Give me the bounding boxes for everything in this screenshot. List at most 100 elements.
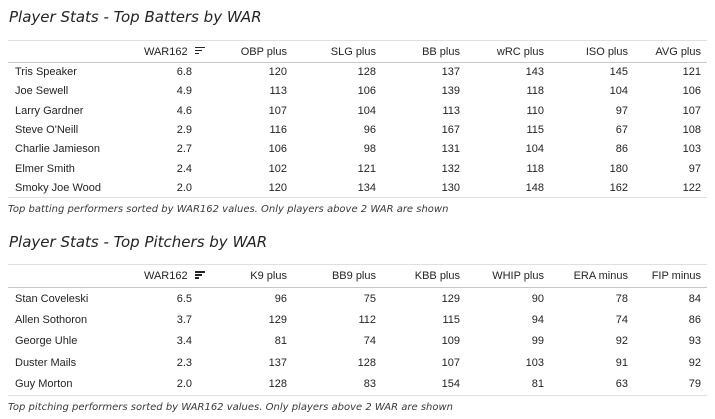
header-obp-plus[interactable]: OBP plus <box>204 40 293 63</box>
sort-descending-icon[interactable] <box>194 271 205 279</box>
header-name-column[interactable] <box>8 264 115 288</box>
header-era-minus[interactable]: ERA minus <box>550 264 634 288</box>
table-row[interactable]: Stan Coveleski 6.5 96 75 129 90 78 84 <box>8 288 707 310</box>
table-row[interactable]: Guy Morton 2.0 128 83 154 81 63 79 <box>8 373 707 396</box>
stat-cell: 97 <box>688 162 701 175</box>
stat-cell: 106 <box>268 143 287 156</box>
stat-cell: 6.5 <box>176 292 192 305</box>
stat-cell: 154 <box>382 373 466 396</box>
stat-cell: 2.9 <box>176 124 192 137</box>
stat-cell: 96 <box>363 124 376 137</box>
stat-cell: 122 <box>634 178 707 199</box>
header-wrc-plus[interactable]: wRC plus <box>466 40 550 63</box>
header-k9-plus[interactable]: K9 plus <box>204 264 293 288</box>
stat-cell: 4.9 <box>176 85 192 98</box>
stat-cell: 108 <box>682 124 701 137</box>
header-iso-plus[interactable]: ISO plus <box>550 40 634 63</box>
stat-cell: 86 <box>615 143 628 156</box>
stat-cell: 104 <box>609 85 628 98</box>
stat-cell: 106 <box>357 85 376 98</box>
stat-cell: 128 <box>357 356 376 369</box>
stat-cell: 74 <box>615 313 628 326</box>
stat-cell: 162 <box>550 178 634 199</box>
header-bb9-plus[interactable]: BB9 plus <box>293 264 382 288</box>
header-war162[interactable]: WAR162 <box>115 264 205 288</box>
stat-cell: 167 <box>441 124 460 137</box>
header-avg-plus[interactable]: AVG plus <box>634 40 707 63</box>
header-label: WAR162 <box>144 270 188 282</box>
stat-cell: 131 <box>441 143 460 156</box>
header-war162[interactable]: WAR162 <box>115 40 205 63</box>
stat-cell: 97 <box>615 104 628 117</box>
table-row[interactable]: Elmer Smith 2.4 102 121 132 118 180 97 <box>8 159 707 178</box>
stat-cell: 2.0 <box>115 178 204 199</box>
header-bb-plus[interactable]: BB plus <box>382 40 466 63</box>
stat-cell: 145 <box>609 66 628 79</box>
stat-cell: 115 <box>442 313 460 326</box>
table-row[interactable]: Duster Mails 2.3 137 128 107 103 91 92 <box>8 352 707 374</box>
stat-cell: 113 <box>442 104 460 117</box>
stat-cell: 6.8 <box>176 66 192 79</box>
table-row[interactable]: Steve O'Neill 2.9 116 96 167 115 67 108 <box>8 120 707 139</box>
stat-cell: 74 <box>363 335 376 348</box>
table-row[interactable]: Smoky Joe Wood 2.0 120 134 130 148 162 122 <box>8 178 707 199</box>
player-name: Tris Speaker <box>15 66 77 79</box>
header-whip-plus[interactable]: WHIP plus <box>466 264 550 288</box>
header-kbb-plus[interactable]: KBB plus <box>382 264 466 288</box>
stat-cell: 79 <box>634 373 707 396</box>
stat-cell: 84 <box>688 292 701 305</box>
stat-cell: 103 <box>682 143 701 156</box>
stat-cell: 137 <box>441 66 460 79</box>
stat-cell: 4.6 <box>176 104 192 117</box>
sort-descending-icon[interactable] <box>194 46 205 55</box>
stat-cell: 137 <box>268 356 287 369</box>
stat-cell: 86 <box>688 313 701 326</box>
pitchers-title: Player Stats - Top Pitchers by WAR <box>9 233 268 251</box>
stat-cell: 94 <box>531 313 544 326</box>
player-name: Guy Morton <box>8 373 115 396</box>
table-row[interactable]: Charlie Jamieson 2.7 106 98 131 104 86 103 <box>8 140 707 159</box>
stat-cell: 2.4 <box>176 162 192 175</box>
stat-cell: 92 <box>688 356 701 369</box>
stat-cell: 115 <box>526 124 544 137</box>
stat-cell: 107 <box>268 104 287 117</box>
player-name: Steve O'Neill <box>15 124 79 137</box>
stat-cell: 78 <box>615 292 628 305</box>
header-fip-minus[interactable]: FIP minus <box>634 264 707 288</box>
stat-cell: 129 <box>441 292 460 305</box>
player-name: Joe Sewell <box>15 85 69 98</box>
stat-cell: 112 <box>358 313 376 326</box>
table-row[interactable]: Tris Speaker 6.8 120 128 137 143 145 121 <box>8 63 707 82</box>
stat-cell: 81 <box>466 373 550 396</box>
pitchers-table: WAR162 K9 plus BB9 plus KBB plus WHIP plus ER… <box>8 264 707 396</box>
stat-cell: 106 <box>682 85 701 98</box>
stat-cell: 118 <box>526 162 544 175</box>
table-row[interactable]: George Uhle 3.4 81 74 109 99 92 93 <box>8 331 707 353</box>
stat-cell: 128 <box>204 373 293 396</box>
batters-caption: Top batting performers sorted by WAR162 … <box>8 204 449 215</box>
stat-cell: 130 <box>382 178 466 199</box>
stat-cell: 63 <box>550 373 634 396</box>
stat-cell: 2.7 <box>176 143 192 156</box>
stat-cell: 180 <box>609 162 628 175</box>
stat-cell: 113 <box>269 85 287 98</box>
player-name: Allen Sothoron <box>15 313 88 326</box>
stat-cell: 143 <box>525 66 544 79</box>
table-row[interactable]: Allen Sothoron 3.7 129 112 115 94 74 86 <box>8 309 707 331</box>
stat-cell: 118 <box>526 85 544 98</box>
stat-cell: 96 <box>274 292 287 305</box>
table-row[interactable]: Joe Sewell 4.9 113 106 139 118 104 106 <box>8 82 707 101</box>
stat-cell: 148 <box>466 178 550 199</box>
stat-cell: 129 <box>268 313 287 326</box>
stat-cell: 132 <box>441 162 460 175</box>
table-row[interactable]: Larry Gardner 4.6 107 104 113 110 97 107 <box>8 101 707 120</box>
stat-cell: 102 <box>268 162 287 175</box>
stat-cell: 3.4 <box>176 335 192 348</box>
header-slg-plus[interactable]: SLG plus <box>293 40 382 63</box>
stat-cell: 107 <box>441 356 460 369</box>
stat-cell: 3.7 <box>176 313 192 326</box>
header-label: WAR162 <box>144 45 188 58</box>
stat-cell: 121 <box>357 162 376 175</box>
player-name: Larry Gardner <box>15 104 84 117</box>
header-name-column[interactable] <box>8 40 115 63</box>
